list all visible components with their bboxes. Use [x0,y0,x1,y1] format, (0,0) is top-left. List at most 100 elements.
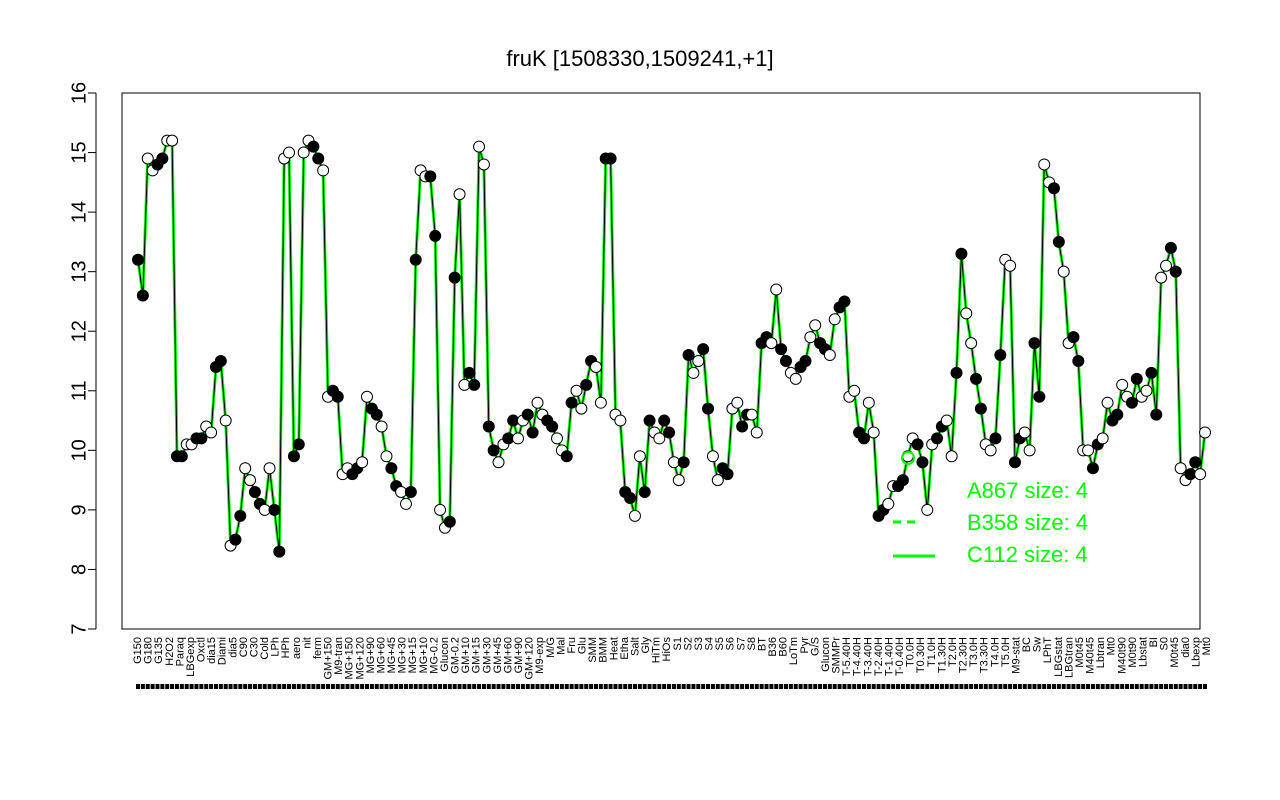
x-tick-label: T4.0H [989,637,1001,667]
x-tick-mark [574,684,579,689]
x-tick-mark [1012,684,1017,689]
x-tick-label: Lbexp [1190,637,1202,667]
data-point [229,533,242,546]
x-tick-mark [472,684,477,689]
x-tick-label: LBGstat [1053,637,1065,677]
data-point [1130,372,1143,385]
data-point [687,366,700,379]
x-tick-mark [1134,684,1139,689]
x-tick-label: LPh [270,637,282,657]
x-tick-mark [779,684,784,689]
x-tick-mark [662,684,667,689]
data-point [473,140,486,153]
x-tick-mark [389,684,394,689]
x-tick-label: Cold [259,637,271,660]
x-tick-label: ferm [312,637,324,659]
y-tick-label: 7 [68,623,90,634]
x-tick-mark [715,684,720,689]
data-point [380,450,393,463]
data-point [594,396,607,409]
data-point [268,503,281,516]
x-tick-label: LoTm [788,637,800,665]
data-point [248,486,261,499]
x-tick-mark [803,684,808,689]
x-tick-mark [564,684,569,689]
data-point [828,313,841,326]
x-tick-mark [150,684,155,689]
x-tick-label: G135 [153,637,165,664]
x-tick-mark [959,684,964,689]
data-point [429,229,442,242]
x-tick-mark [842,684,847,689]
data-point [989,432,1002,445]
x-tick-mark [774,684,779,689]
x-tick-mark [520,684,525,689]
x-tick-mark [589,684,594,689]
x-tick-mark [394,684,399,689]
data-point [1072,355,1085,367]
x-tick-label: LBGtran [1063,637,1075,678]
x-tick-mark [1110,684,1115,689]
x-tick-label: BC [1021,637,1033,652]
data-point [804,331,817,344]
x-tick-mark [1164,684,1169,689]
data-point [916,456,929,469]
data-point [1150,408,1163,421]
x-tick-mark [769,684,774,689]
x-tick-mark [900,684,905,689]
data-point [955,247,968,260]
x-tick-label: T3.30H [979,637,991,673]
x-tick-label: GM+90 [513,637,525,673]
x-tick-mark [1037,684,1042,689]
x-tick-mark [374,684,379,689]
x-tick-mark [530,684,535,689]
data-point [205,426,218,439]
data-point [360,390,373,403]
data-point [1038,158,1051,171]
x-tick-label: Sw [1032,637,1044,652]
data-point [589,360,602,373]
x-tick-mark [1178,684,1183,689]
data-point [1125,396,1138,409]
data-point [141,152,154,165]
data-point [658,414,671,427]
x-tick-mark [1081,684,1086,689]
data-point [1169,265,1182,278]
x-tick-mark [642,684,647,689]
x-tick-mark [1183,684,1188,689]
x-tick-mark [189,684,194,689]
x-tick-label: GM+120 [524,637,536,680]
data-point [1004,259,1017,272]
data-point [546,420,559,433]
points-layer [132,134,1211,558]
data-point [940,414,953,427]
x-tick-mark [725,684,730,689]
x-tick-mark [740,684,745,689]
legend-label: B358 size: 4 [967,510,1088,535]
x-tick-mark [296,684,301,689]
x-tick-mark [1129,684,1134,689]
x-tick-label: Pyr [799,637,811,654]
x-tick-label: HiOs [661,637,673,662]
x-tick-mark [881,684,886,689]
data-point [809,319,822,332]
x-tick-mark [944,684,949,689]
y-tick-label: 11 [68,380,90,401]
data-point [312,152,325,165]
x-tick-mark [628,684,633,689]
data-point [404,486,417,499]
x-tick-mark [593,684,598,689]
x-tick-mark [223,684,228,689]
x-tick-mark [632,684,637,689]
x-tick-label: MG+120 [354,637,366,680]
x-tick-mark [939,684,944,689]
data-point [896,474,909,487]
data-point [156,152,169,165]
x-tick-label: S5 [714,637,726,650]
x-tick-mark [1154,684,1159,689]
x-tick-label: Glucon [820,637,832,672]
x-tick-mark [759,684,764,689]
data-point [1047,182,1060,195]
x-tick-mark [316,684,321,689]
series-layer [136,137,1207,552]
